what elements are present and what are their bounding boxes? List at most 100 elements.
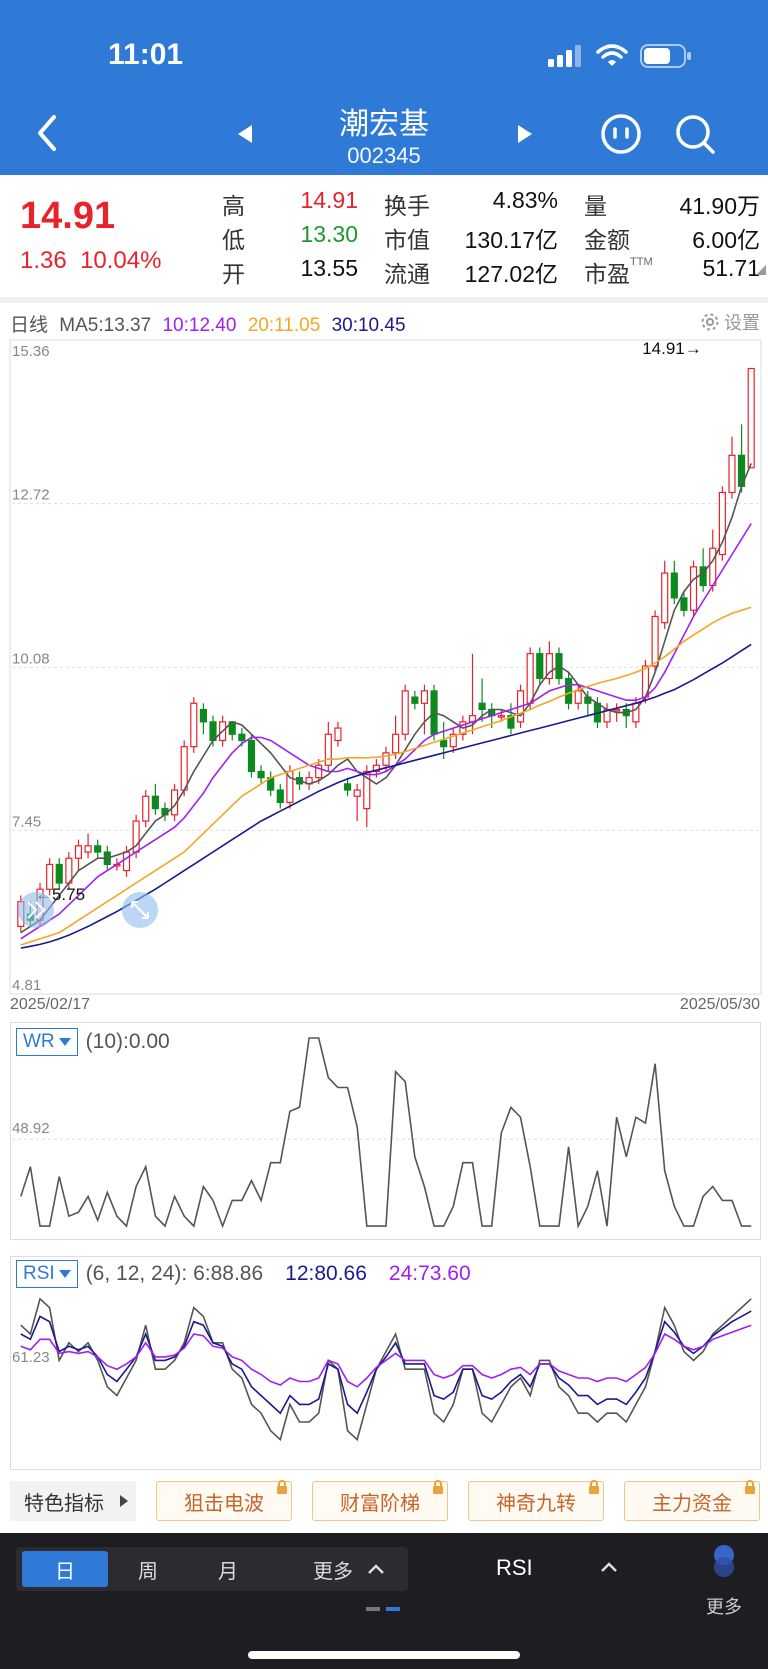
chevron-up-icon xyxy=(368,1564,384,1574)
feature-label: 主力资金 xyxy=(652,1490,732,1515)
candle-body xyxy=(545,653,553,680)
wifi-icon xyxy=(596,44,628,66)
chevron-up-icon[interactable] xyxy=(600,1561,618,1573)
prev-stock-icon[interactable] xyxy=(234,123,256,145)
more-dots-icon[interactable] xyxy=(712,1545,736,1579)
turnover-value: 4.83% xyxy=(492,187,558,213)
rsi-params: (6, 12, 24): 6:88.86 xyxy=(86,1262,263,1286)
candle-body xyxy=(276,789,284,804)
ma10-value: 10:12.40 xyxy=(162,315,237,336)
kline-chart[interactable]: 15.3612.7210.087.454.8114.91→←5.7548.926… xyxy=(0,338,768,1470)
chat-icon[interactable] xyxy=(600,113,642,155)
feature-bar: 特色指标 狙击电波 财富阶梯 神奇九转 主力资金 xyxy=(0,1477,768,1525)
period-more[interactable]: 更多 xyxy=(296,1547,402,1591)
feature-indicators-button[interactable]: 特色指标 xyxy=(10,1481,136,1521)
candle-body xyxy=(728,454,736,494)
candle-body xyxy=(199,708,207,723)
quote-grid: 高 14.91 换手 4.83% 量 41.90万 低 13.30 市值 130… xyxy=(222,185,762,287)
candle-body xyxy=(343,783,352,791)
wr-tick-label: 48.92 xyxy=(12,1120,50,1137)
wr-line xyxy=(20,1037,752,1229)
high-label: 高 xyxy=(222,193,245,219)
candle-body xyxy=(449,733,457,748)
stock-name: 潮宏基 xyxy=(339,107,429,142)
candle-body xyxy=(440,739,448,748)
wr-selector[interactable]: WR xyxy=(16,1028,78,1056)
candle-body xyxy=(190,702,198,748)
candle-body xyxy=(180,746,188,791)
search-icon[interactable] xyxy=(674,113,716,155)
candle-body xyxy=(84,845,92,853)
date-end: 2025/05/30 xyxy=(679,996,760,1013)
expand-icon xyxy=(131,901,149,919)
candle-body xyxy=(315,764,323,779)
period-day[interactable]: 日 xyxy=(22,1551,108,1587)
feature-label: 神奇九转 xyxy=(496,1490,576,1515)
status-time: 11:01 xyxy=(108,38,184,71)
candle-body xyxy=(247,739,256,773)
candle-body xyxy=(94,845,102,853)
ma5-value: MA5:13.37 xyxy=(59,315,152,336)
feature-capital-button[interactable]: 主力资金 xyxy=(624,1480,760,1521)
rsi6-value: 6:88.86 xyxy=(193,1262,264,1285)
candle-body xyxy=(747,367,755,469)
candle-body xyxy=(709,547,717,587)
feature-ladder-button[interactable]: 财富阶梯 xyxy=(312,1480,448,1521)
price-change: 1.36 10.04% xyxy=(20,247,161,275)
change-value: 1.36 xyxy=(20,247,67,274)
candle-body xyxy=(324,733,332,766)
indicator-selector[interactable]: RSI xyxy=(496,1555,533,1581)
feature-main-label: 特色指标 xyxy=(24,1490,104,1515)
period-week[interactable]: 周 xyxy=(138,1558,158,1583)
feature-sniper-button[interactable]: 狙击电波 xyxy=(156,1480,292,1521)
signal-icon xyxy=(548,45,581,67)
lock-icon xyxy=(745,1480,755,1494)
candle-body xyxy=(363,770,371,810)
float-cap-value: 127.02亿 xyxy=(464,261,558,287)
candle-body xyxy=(497,715,505,718)
candle-body xyxy=(478,702,486,711)
period-label: 日线 xyxy=(10,315,49,336)
candle-body xyxy=(74,845,83,859)
rsi-selector[interactable]: RSI xyxy=(16,1260,78,1288)
divider xyxy=(0,297,768,303)
candle-body xyxy=(401,690,409,735)
caret-right-icon xyxy=(120,1495,128,1507)
volume-value: 41.90万 xyxy=(679,193,760,219)
candle-body xyxy=(565,677,573,704)
candle-body xyxy=(257,770,265,779)
next-stock-icon[interactable] xyxy=(514,123,536,145)
lock-icon xyxy=(589,1480,599,1494)
rsi-tick-label: 61.23 xyxy=(12,1349,50,1366)
gear-icon xyxy=(701,313,719,331)
candle-body xyxy=(382,752,390,766)
rsi-btn-label: RSI xyxy=(23,1263,55,1284)
ma-line-10 xyxy=(20,523,752,940)
period-switcher: 日 周 月 更多 xyxy=(16,1547,408,1591)
max-price-label: 14.91→ xyxy=(642,339,702,358)
candle-body xyxy=(353,789,361,797)
candle-body xyxy=(420,690,429,704)
y-tick-label: 15.36 xyxy=(12,343,50,360)
candle-body xyxy=(411,696,419,704)
wr-btn-label: WR xyxy=(23,1031,55,1052)
open-label: 开 xyxy=(222,261,245,287)
feature-nine-button[interactable]: 神奇九转 xyxy=(468,1480,604,1521)
back-icon[interactable] xyxy=(30,113,64,153)
candle-body xyxy=(574,690,582,704)
wr-header: WR (10):0.00 xyxy=(16,1028,170,1056)
stock-code: 002345 xyxy=(347,143,421,168)
page-dot xyxy=(366,1607,380,1611)
quote-row: 开 13.55 流通 127.02亿 市盈TTM 51.71 xyxy=(222,253,762,287)
settings-button[interactable]: 设置 xyxy=(700,309,760,335)
settings-label: 设置 xyxy=(724,313,760,334)
double-chevron-icon xyxy=(27,901,46,919)
caret-down-icon xyxy=(58,1038,71,1046)
lock-icon xyxy=(277,1480,287,1494)
date-start: 2025/02/17 xyxy=(10,996,91,1013)
more-label[interactable]: 更多 xyxy=(706,1597,742,1618)
period-month[interactable]: 月 xyxy=(218,1558,238,1583)
y-tick-label: 10.08 xyxy=(12,650,50,667)
candle-body xyxy=(661,572,669,624)
expand-corner-icon[interactable] xyxy=(756,265,766,275)
